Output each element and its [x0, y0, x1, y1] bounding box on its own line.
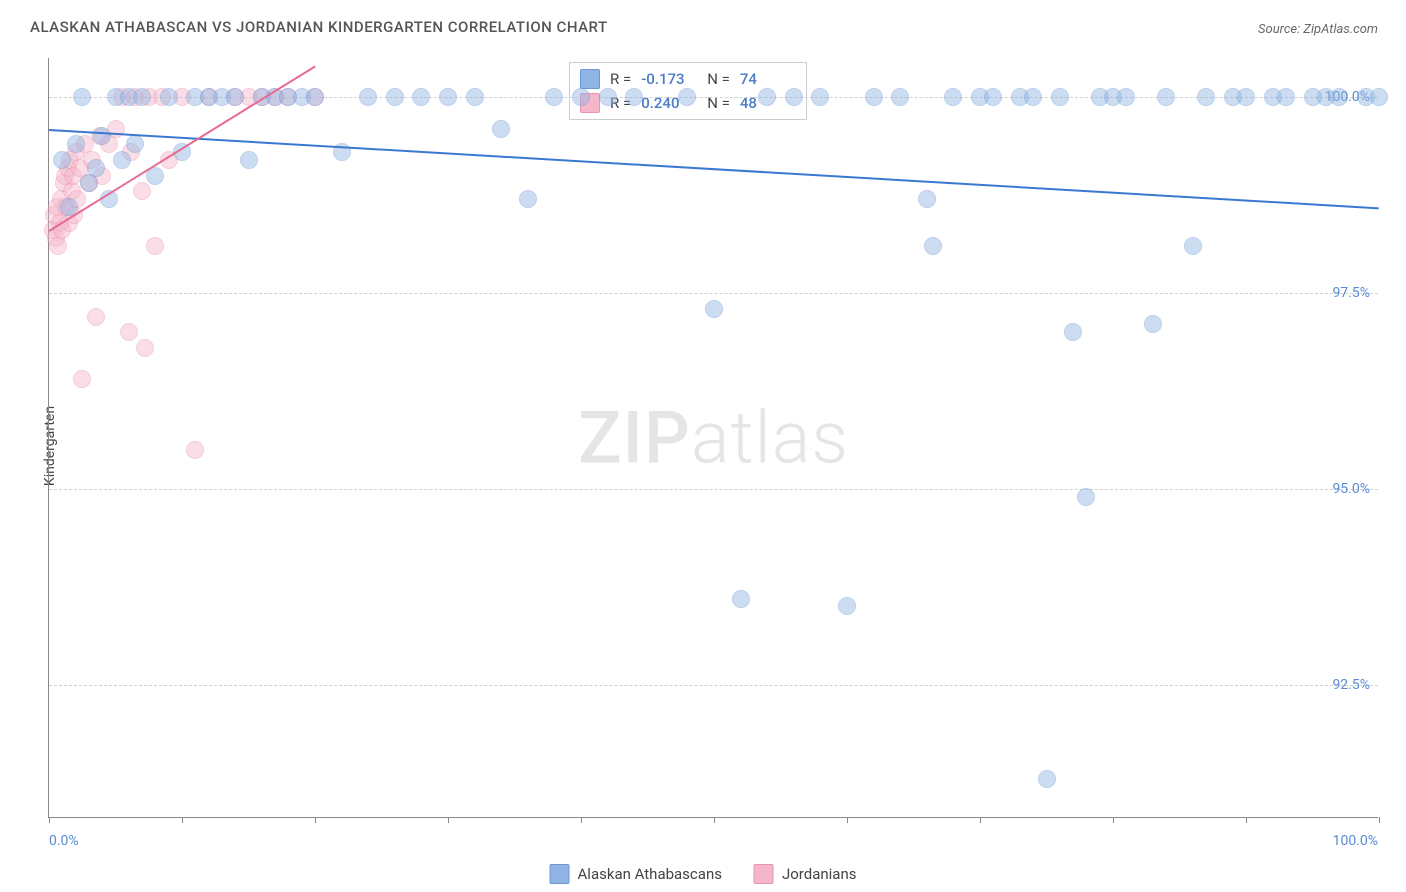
scatter-point: [492, 120, 510, 138]
x-tick: [182, 817, 183, 823]
scatter-point: [1184, 237, 1202, 255]
scatter-point: [891, 88, 909, 106]
x-tick: [581, 817, 582, 823]
scatter-point: [1064, 323, 1082, 341]
legend-label-0: Alaskan Athabascans: [578, 865, 722, 883]
watermark: ZIPatlas: [578, 395, 849, 480]
scatter-point: [73, 370, 91, 388]
scatter-point: [73, 88, 91, 106]
legend-item-1: Jordanians: [754, 864, 857, 884]
scatter-point: [865, 88, 883, 106]
scatter-point: [126, 135, 144, 153]
y-tick-label: 92.5%: [1332, 677, 1370, 693]
x-tick: [315, 817, 316, 823]
source-attribution: Source: ZipAtlas.com: [1258, 22, 1378, 37]
scatter-point: [625, 88, 643, 106]
scatter-point: [1038, 770, 1056, 788]
scatter-point: [53, 151, 71, 169]
scatter-point: [93, 127, 111, 145]
scatter-point: [240, 151, 258, 169]
scatter-point: [359, 88, 377, 106]
scatter-point: [1157, 88, 1175, 106]
legend-item-0: Alaskan Athabascans: [550, 864, 722, 884]
x-tick: [847, 817, 848, 823]
scatter-point: [120, 323, 138, 341]
scatter-point: [439, 88, 457, 106]
legend-swatch-0: [550, 864, 570, 884]
x-axis-max-label: 100.0%: [1333, 833, 1378, 849]
scatter-point: [136, 339, 154, 357]
x-tick: [1379, 817, 1380, 823]
legend-label-1: Jordanians: [782, 865, 857, 883]
scatter-point: [1117, 88, 1135, 106]
scatter-point: [838, 597, 856, 615]
r-label: R =: [610, 70, 631, 88]
x-tick: [448, 817, 449, 823]
scatter-point: [924, 237, 942, 255]
scatter-point: [1077, 488, 1095, 506]
scatter-point: [1277, 88, 1295, 106]
scatter-point: [519, 190, 537, 208]
scatter-point: [1024, 88, 1042, 106]
chart-container: ALASKAN ATHABASCAN VS JORDANIAN KINDERGA…: [0, 0, 1406, 892]
scatter-point: [113, 151, 131, 169]
scatter-point: [785, 88, 803, 106]
watermark-light: atlas: [691, 395, 849, 480]
n-value-0: 74: [740, 70, 796, 88]
gridline: [49, 489, 1378, 490]
scatter-point: [1051, 88, 1069, 106]
scatter-point: [466, 88, 484, 106]
scatter-point: [599, 88, 617, 106]
scatter-point: [186, 441, 204, 459]
scatter-point: [545, 88, 563, 106]
scatter-point: [1370, 88, 1388, 106]
scatter-point: [705, 300, 723, 318]
scatter-point: [1197, 88, 1215, 106]
n-label: N =: [707, 70, 730, 88]
scatter-point: [87, 308, 105, 326]
gridline: [49, 685, 1378, 686]
scatter-point: [811, 88, 829, 106]
x-tick: [1246, 817, 1247, 823]
scatter-point: [1330, 88, 1348, 106]
x-axis-min-label: 0.0%: [49, 833, 79, 849]
gridline: [49, 293, 1378, 294]
scatter-point: [678, 88, 696, 106]
scatter-point: [944, 88, 962, 106]
scatter-point: [226, 88, 244, 106]
scatter-point: [1237, 88, 1255, 106]
swatch-series-0: [580, 69, 600, 89]
scatter-point: [412, 88, 430, 106]
scatter-point: [133, 182, 151, 200]
bottom-legend: Alaskan Athabascans Jordanians: [550, 864, 857, 884]
scatter-point: [133, 88, 151, 106]
scatter-point: [49, 237, 67, 255]
plot-area: ZIPatlas R = -0.173 N = 74 R = 0.240 N =…: [48, 58, 1378, 818]
watermark-bold: ZIP: [578, 395, 691, 480]
r-value-0: -0.173: [641, 70, 697, 88]
x-tick: [714, 817, 715, 823]
scatter-point: [984, 88, 1002, 106]
scatter-point: [87, 159, 105, 177]
scatter-point: [732, 590, 750, 608]
scatter-point: [1144, 315, 1162, 333]
scatter-point: [80, 174, 98, 192]
legend-swatch-1: [754, 864, 774, 884]
scatter-point: [160, 88, 178, 106]
x-tick: [980, 817, 981, 823]
x-tick: [49, 817, 50, 823]
y-tick-label: 97.5%: [1332, 285, 1370, 301]
scatter-point: [67, 135, 85, 153]
y-tick-label: 95.0%: [1332, 481, 1370, 497]
scatter-point: [146, 237, 164, 255]
scatter-point: [306, 88, 324, 106]
scatter-point: [758, 88, 776, 106]
scatter-point: [572, 88, 590, 106]
chart-title: ALASKAN ATHABASCAN VS JORDANIAN KINDERGA…: [30, 18, 608, 36]
scatter-point: [386, 88, 404, 106]
x-tick: [1113, 817, 1114, 823]
scatter-point: [918, 190, 936, 208]
